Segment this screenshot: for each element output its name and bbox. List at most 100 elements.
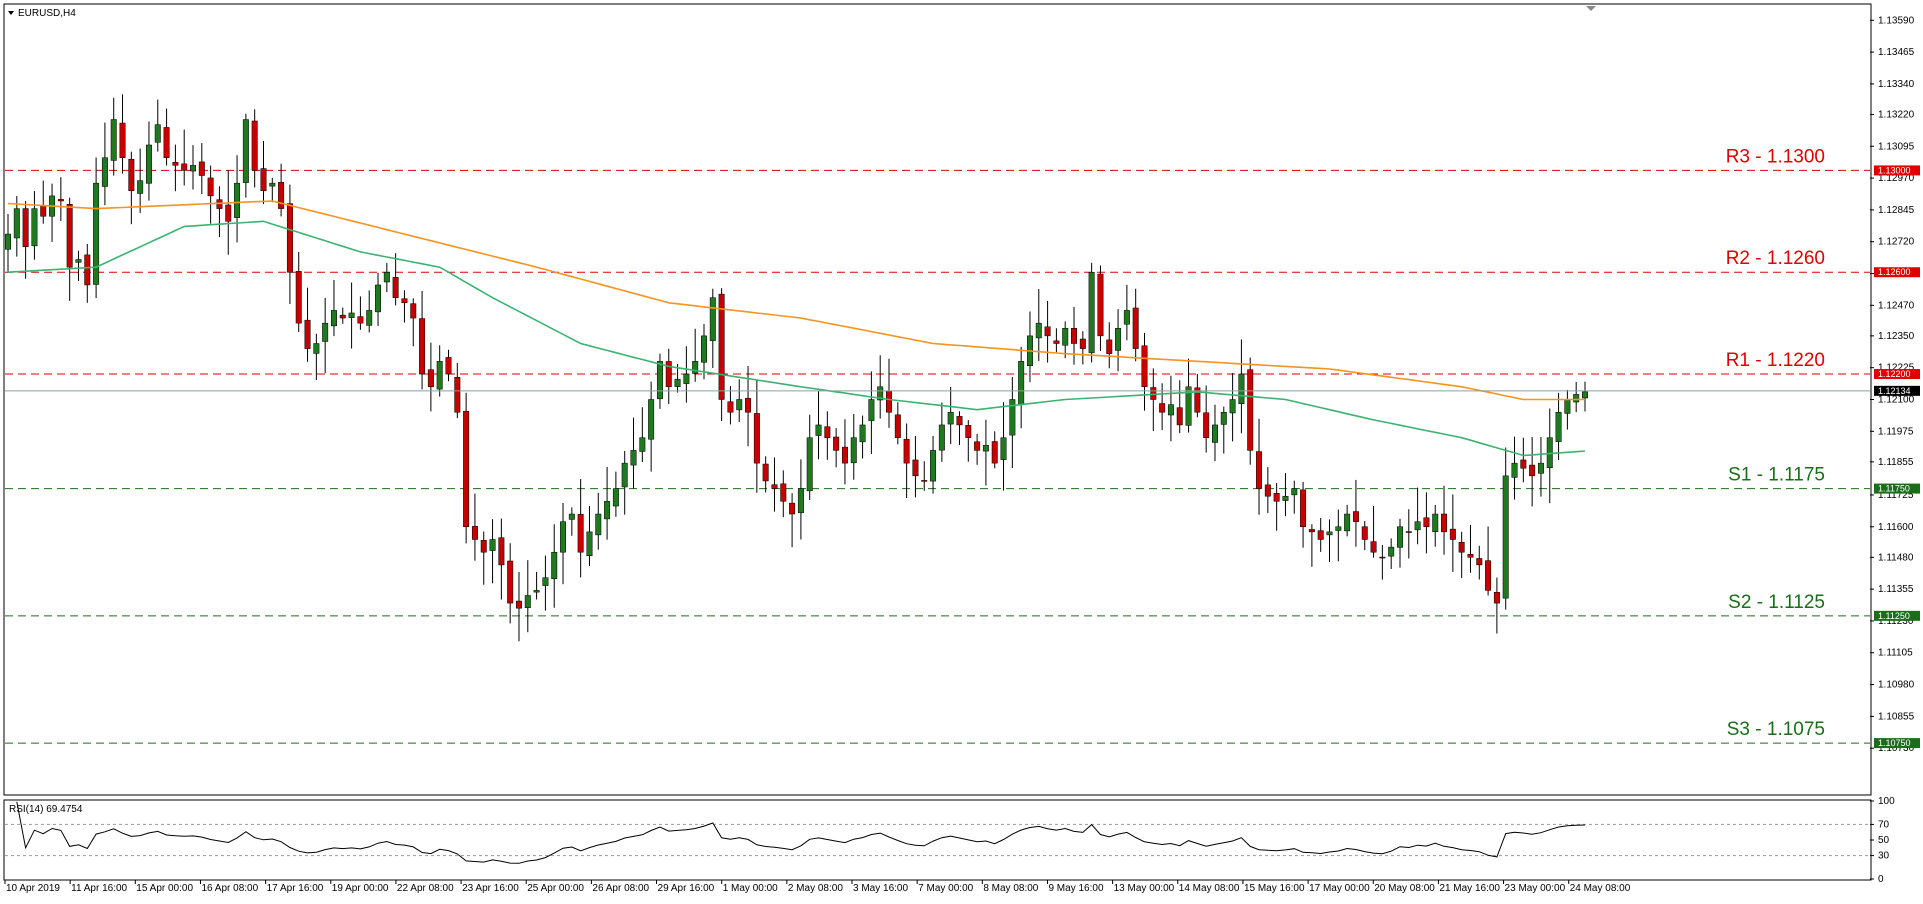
candle-bearish [278,182,285,209]
level-label: S2 - 1.1125 [1728,592,1825,613]
candle-bearish [1079,338,1086,349]
price-tick-label: 1.12470 [1878,300,1915,311]
time-tick-label: 2 May 08:00 [788,883,843,894]
candle-bearish [1476,558,1483,566]
candle-bearish [841,446,848,464]
candle-bullish [234,182,241,218]
candle-bearish [1449,528,1456,540]
level-label: R3 - 1.1300 [1726,146,1825,167]
level-price-tag [1874,267,1920,278]
candle-bullish [1511,462,1518,478]
candle-bearish [480,540,487,553]
candle-bullish [383,271,390,283]
time-tick-label: 13 May 00:00 [1114,883,1175,894]
candle-bearish [286,203,293,273]
candle-bearish [1176,407,1183,426]
candle-bullish [560,521,567,553]
candle-bullish [930,450,937,482]
candle-bullish [595,513,602,536]
candle-bullish [1035,322,1042,339]
current-price-tag [1874,385,1920,396]
candle-bullish [242,119,249,183]
candle-bearish [507,560,514,604]
candle-bullish [269,182,276,187]
candle-bullish [797,488,804,514]
price-tick-label: 1.11975 [1878,426,1914,437]
candle-bearish [260,168,267,192]
level-price-tag-text: 1.11250 [1878,611,1910,621]
candle-bearish [1458,541,1465,553]
candle-bearish [1493,592,1500,604]
price-tick-label: 1.12720 [1878,237,1915,248]
time-axis: 10 Apr 2019 11 Apr 16:00 15 Apr 00:00 16 Ap… [4,880,1631,894]
time-tick-label: 23 Apr 16:00 [462,883,519,894]
candle-bullish [683,373,690,384]
candle-bearish [295,271,302,324]
rsi-tick-label: 0 [1878,874,1884,885]
candle-bearish [1106,339,1113,354]
candle-bullish [348,312,355,318]
candle-bearish [1150,387,1157,400]
candle-bearish [339,314,346,319]
rsi-tick-label: 100 [1878,796,1895,807]
candle-bullish [1229,399,1236,414]
level-price-tag-text: 1.10750 [1878,738,1911,748]
candle-bearish [753,413,760,464]
candle-bullish [938,424,945,451]
candle-bearish [410,303,417,319]
candle-bearish [824,426,831,438]
candle-bullish [568,513,575,520]
candle-bullish [1344,513,1351,532]
candle-bullish [1414,521,1421,531]
price-tick-label: 1.13340 [1878,79,1915,90]
candle-bullish [674,378,681,387]
ma-fast-line [7,220,1586,457]
candle-bullish [692,361,699,374]
candle-bearish [1441,513,1448,533]
price-tick-label: 1.13465 [1878,47,1915,58]
candle-bullish [1388,546,1395,557]
candle-bullish [436,361,443,390]
time-tick-label: 22 Apr 08:00 [397,883,454,894]
level-price-tag-text: 1.12200 [1878,369,1911,379]
rsi-line [16,801,1586,864]
level-price-tag-text: 1.11750 [1878,484,1910,494]
candle-bearish [665,361,672,388]
candle-bullish [542,577,549,586]
candle-bullish [330,310,337,327]
candle-bearish [454,376,461,413]
candle-bullish [101,157,108,187]
candle-bearish [1352,511,1359,522]
candle-bearish [912,459,919,477]
candle-bearish [1159,403,1166,413]
time-tick-label: 29 Apr 16:00 [658,883,715,894]
candle-bearish [84,254,91,286]
candle-bullish [1000,437,1007,460]
candle-bearish [225,204,232,222]
candle-bullish [1432,513,1439,532]
level-price-tag [1874,369,1920,380]
candle-bullish [31,208,38,247]
price-tick-label: 1.11480 [1878,552,1914,563]
level-price-tag [1874,738,1920,749]
candle-bearish [463,410,470,528]
candle-bearish [357,316,364,324]
candle-bullish [375,284,382,313]
candle-bullish [1185,386,1192,426]
candle-bullish [1115,327,1122,351]
ma-slow-line [7,200,1585,401]
price-tick-label: 1.11855 [1878,457,1914,468]
symbol-dropdown-icon[interactable] [8,11,14,15]
price-tick-label: 1.12100 [1878,395,1915,406]
price-tick-label: 1.12970 [1878,173,1915,184]
candle-bullish [524,595,531,608]
candle-bearish [207,177,214,197]
price-axis: 1.13590 1.13465 1.13340 1.13220 1.13095 1.129… [1870,15,1915,754]
candle-bearish [516,600,522,609]
candle-bearish [886,390,892,413]
candle-bearish [1273,493,1280,502]
candle-bearish [903,438,910,464]
candle-bullish [806,437,813,492]
candle-bullish [612,488,619,507]
